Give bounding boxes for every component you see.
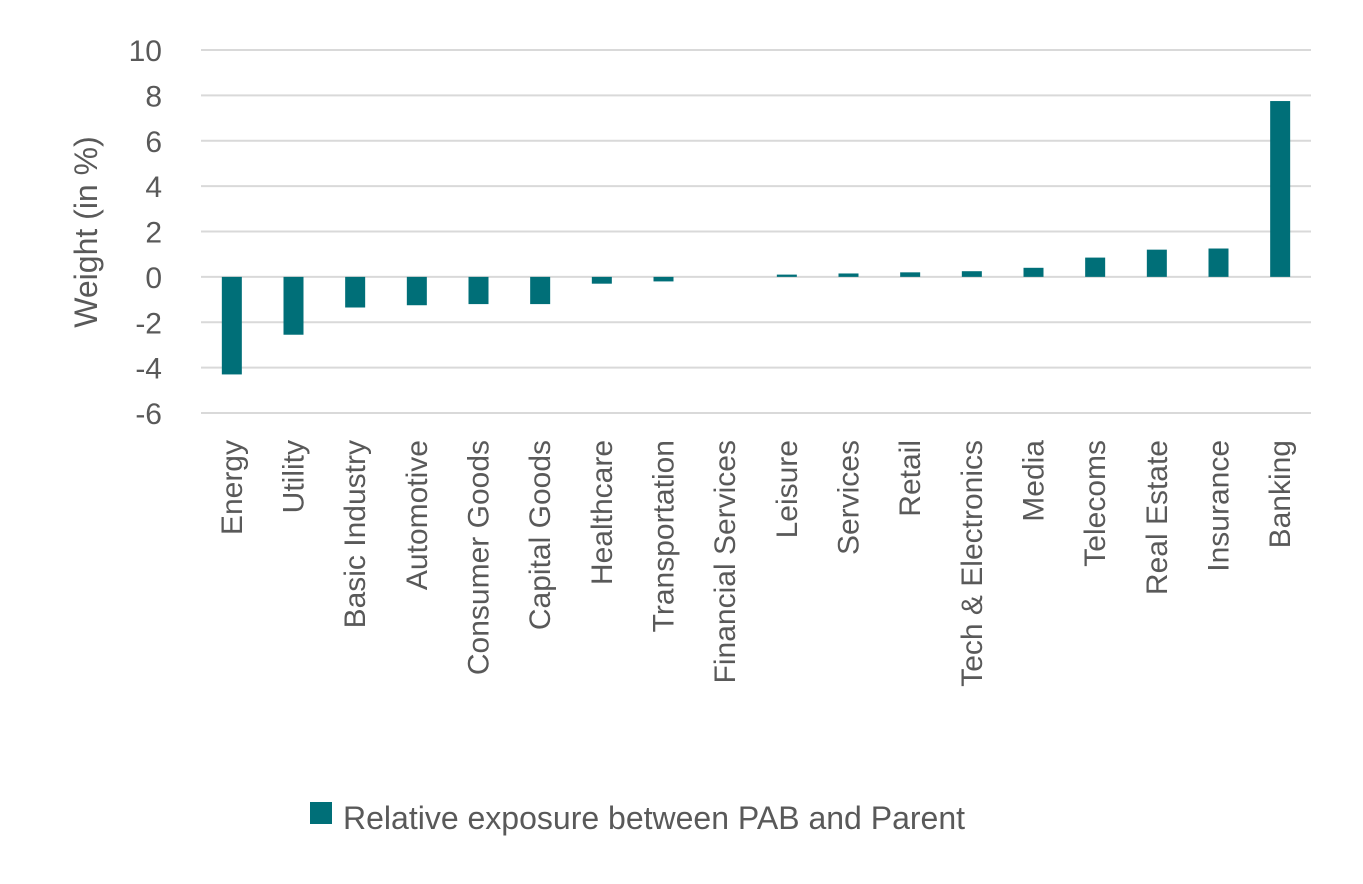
bar [961,271,982,277]
bar [345,276,366,308]
y-tick-label: 6 [145,126,162,159]
y-axis-title: Weight (in %) [68,136,104,327]
x-category-label: Banking [1264,440,1297,548]
x-category-label: Capital Goods [524,440,557,630]
y-tick-label: -4 [135,353,162,386]
x-category-label: Basic Industry [339,440,372,628]
x-category-label: Services [833,440,866,555]
x-category-label: Healthcare [586,440,619,585]
legend-label: Relative exposure between PAB and Parent [343,800,965,836]
y-tick-label: 10 [129,35,162,68]
bar [221,276,242,375]
bar [1085,257,1106,277]
bar [591,276,612,284]
bar [530,276,551,305]
x-axis-category-labels: Energy Utility Basic Industry Automotive Con… [216,440,1297,687]
bar [1270,101,1291,277]
bars [221,101,1291,375]
x-category-label: Leisure [771,440,804,538]
x-category-label: Financial Services [709,440,742,683]
x-category-label: Tech & Electronics [956,440,989,687]
y-tick-label: -2 [135,307,162,340]
bar [776,274,797,277]
x-category-label: Transportation [648,440,681,632]
y-tick-label: 0 [145,262,162,295]
bar [283,276,304,335]
x-category-label: Insurance [1203,440,1236,572]
bar [468,276,489,305]
y-tick-label: 4 [145,171,162,204]
x-category-label: Real Estate [1141,440,1174,595]
y-tick-label: 8 [145,80,162,113]
gridlines [201,49,1311,414]
bar [406,276,427,306]
x-category-label: Energy [216,440,249,535]
bar [1023,267,1044,277]
x-category-label: Media [1018,440,1051,522]
bar [838,273,859,277]
bar [1208,248,1229,277]
legend: Relative exposure between PAB and Parent [310,800,965,836]
x-category-label: Automotive [401,440,434,590]
x-category-label: Consumer Goods [463,440,496,675]
y-axis-tick-labels: -6 -4 -2 0 2 4 6 8 10 [129,35,162,431]
x-category-label: Retail [894,440,927,517]
bar [900,272,921,277]
legend-swatch [310,802,332,824]
x-category-label: Utility [278,440,311,513]
y-tick-label: -6 [135,398,162,431]
y-tick-label: 2 [145,217,162,250]
x-category-label: Telecoms [1079,440,1112,567]
bar [653,276,674,282]
bar [1146,249,1167,277]
